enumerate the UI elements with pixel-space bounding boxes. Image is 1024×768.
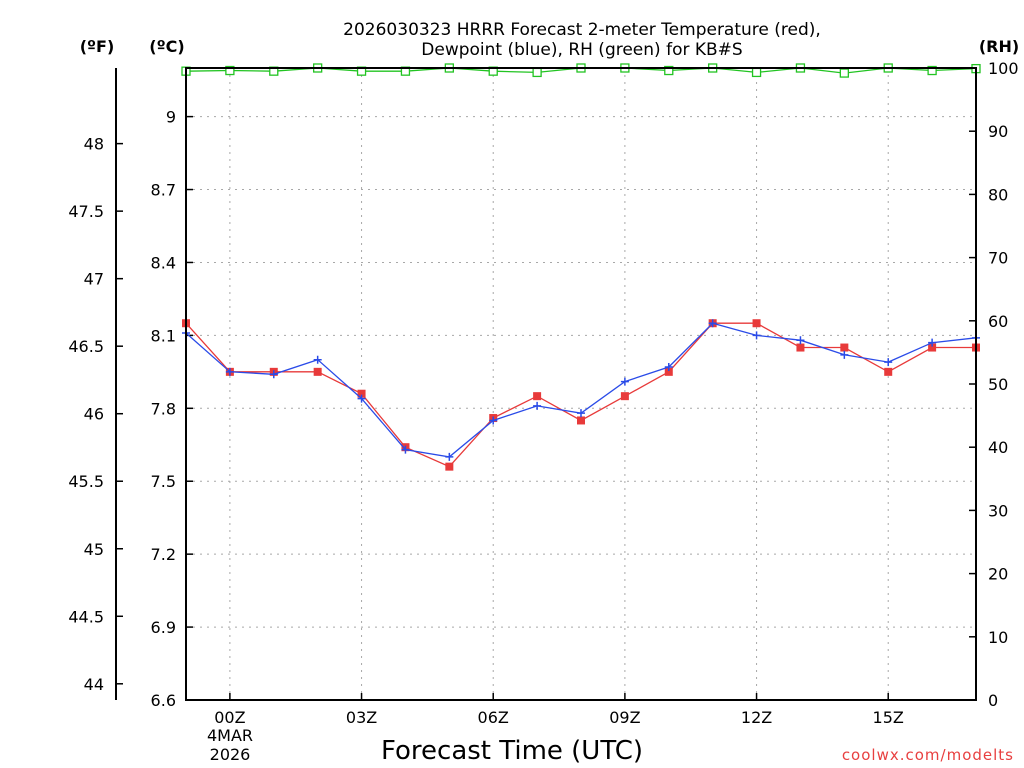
chart-title-line-1: 2026030323 HRRR Forecast 2-meter Tempera…: [343, 20, 821, 40]
celsius-tick-label: 7.8: [151, 399, 176, 418]
temperature-point: [752, 319, 761, 328]
celsius-tick-label: 8.4: [151, 253, 176, 272]
dewpoint-point: [796, 336, 805, 345]
rh-point: [532, 67, 542, 78]
grid-lines: [186, 68, 976, 700]
temperature-point: [620, 392, 629, 401]
rh-point: [664, 65, 674, 76]
dewpoint-point: [225, 367, 234, 376]
rh-point: [225, 65, 235, 76]
dewpoint-point: [445, 452, 454, 461]
dewpoint-point: [752, 331, 761, 340]
dewpoint-point: [620, 377, 629, 386]
rh-point: [839, 68, 849, 78]
temperature-point: [840, 343, 849, 352]
celsius-tick-label: 6.6: [151, 691, 176, 710]
x-tick-label: 15Z: [873, 708, 904, 727]
fahrenheit-tick-label: 46: [84, 405, 104, 424]
celsius-tick-label: 9: [166, 108, 176, 127]
series: [181, 63, 981, 471]
celsius-tick-label: 8.1: [151, 326, 176, 345]
dewpoint-point: [313, 355, 322, 364]
fahrenheit-tick-label: 48: [84, 135, 104, 154]
dewpoint-series: [182, 319, 980, 461]
temperature-point: [928, 343, 937, 352]
rh-point: [751, 67, 762, 78]
dewpoint-point: [269, 370, 278, 379]
chart-title-line-2: Dewpoint (blue), RH (green) for KB#S: [421, 40, 742, 60]
temperature-series: [182, 319, 980, 471]
fahrenheit-tick-label: 44.5: [68, 607, 104, 626]
rh-tick-label: 40: [988, 438, 1008, 457]
fahrenheit-tick-label: 46.5: [68, 337, 104, 356]
temperature-line: [185, 322, 976, 468]
fahrenheit-tick-label: 45.5: [68, 472, 104, 491]
rh-axis-unit: (RH): [979, 37, 1019, 56]
rh-tick-label: 90: [988, 122, 1008, 141]
credit-text: coolwx.com/modelts: [842, 746, 1014, 764]
fahrenheit-tick-label: 47: [84, 270, 104, 289]
rh-tick-label: 50: [988, 375, 1008, 394]
rh-tick-label: 20: [988, 565, 1008, 584]
date-label-year: 2026: [210, 745, 251, 764]
temperature-point: [884, 367, 893, 376]
temperature-point: [533, 392, 542, 401]
dewpoint-point: [401, 445, 410, 454]
rh-tick-label: 10: [988, 628, 1008, 647]
fahrenheit-tick-label: 45: [84, 540, 104, 559]
temperature-point: [796, 343, 805, 352]
dewpoint-line: [185, 322, 977, 458]
celsius-axis-unit: (ºC): [149, 37, 184, 56]
x-axis-label: Forecast Time (UTC): [381, 736, 643, 766]
dewpoint-point: [928, 338, 937, 347]
dewpoint-point: [840, 350, 849, 359]
plot-frame: [185, 67, 977, 701]
fahrenheit-tick-label: 47.5: [68, 202, 104, 221]
dewpoint-point: [489, 416, 498, 425]
rh-series: [181, 63, 981, 78]
temperature-point: [577, 416, 585, 425]
x-tick-label: 09Z: [609, 708, 640, 727]
x-tick-label: 03Z: [346, 708, 377, 727]
dewpoint-point: [357, 394, 366, 403]
dewpoint-point: [533, 401, 542, 410]
fahrenheit-tick-label: 44: [84, 675, 104, 694]
temperature-point: [445, 462, 454, 471]
x-tick-label: 06Z: [478, 708, 509, 727]
rh-tick-label: 60: [988, 312, 1008, 331]
celsius-tick-label: 7.2: [151, 545, 176, 564]
celsius-tick-label: 7.5: [151, 472, 176, 491]
temperature-point: [313, 367, 322, 376]
celsius-tick-label: 6.9: [151, 618, 176, 637]
rh-tick-label: 100: [988, 59, 1019, 78]
dewpoint-point: [664, 362, 673, 371]
axes: 00Z 03Z 06Z 09Z 12Z 15Z 6.6 6.9 7.2 7.5 7.8 8.1 8.4 8…: [68, 59, 1018, 727]
x-tick-label: 00Z: [214, 708, 245, 727]
x-tick-label: 12Z: [741, 708, 772, 727]
celsius-tick-label: 8.7: [151, 181, 176, 200]
rh-tick-label: 80: [988, 185, 1008, 204]
dewpoint-point: [708, 319, 717, 328]
rh-point: [927, 65, 937, 76]
dewpoint-point: [577, 409, 585, 418]
rh-tick-label: 30: [988, 501, 1008, 520]
temperature-point: [664, 367, 673, 376]
date-label-day: 4MAR: [207, 726, 253, 745]
dewpoint-point: [884, 358, 893, 367]
rh-tick-label: 0: [988, 691, 998, 710]
rh-tick-label: 70: [988, 249, 1008, 268]
fahrenheit-axis-unit: (ºF): [80, 37, 115, 56]
temperature-point: [357, 389, 366, 398]
